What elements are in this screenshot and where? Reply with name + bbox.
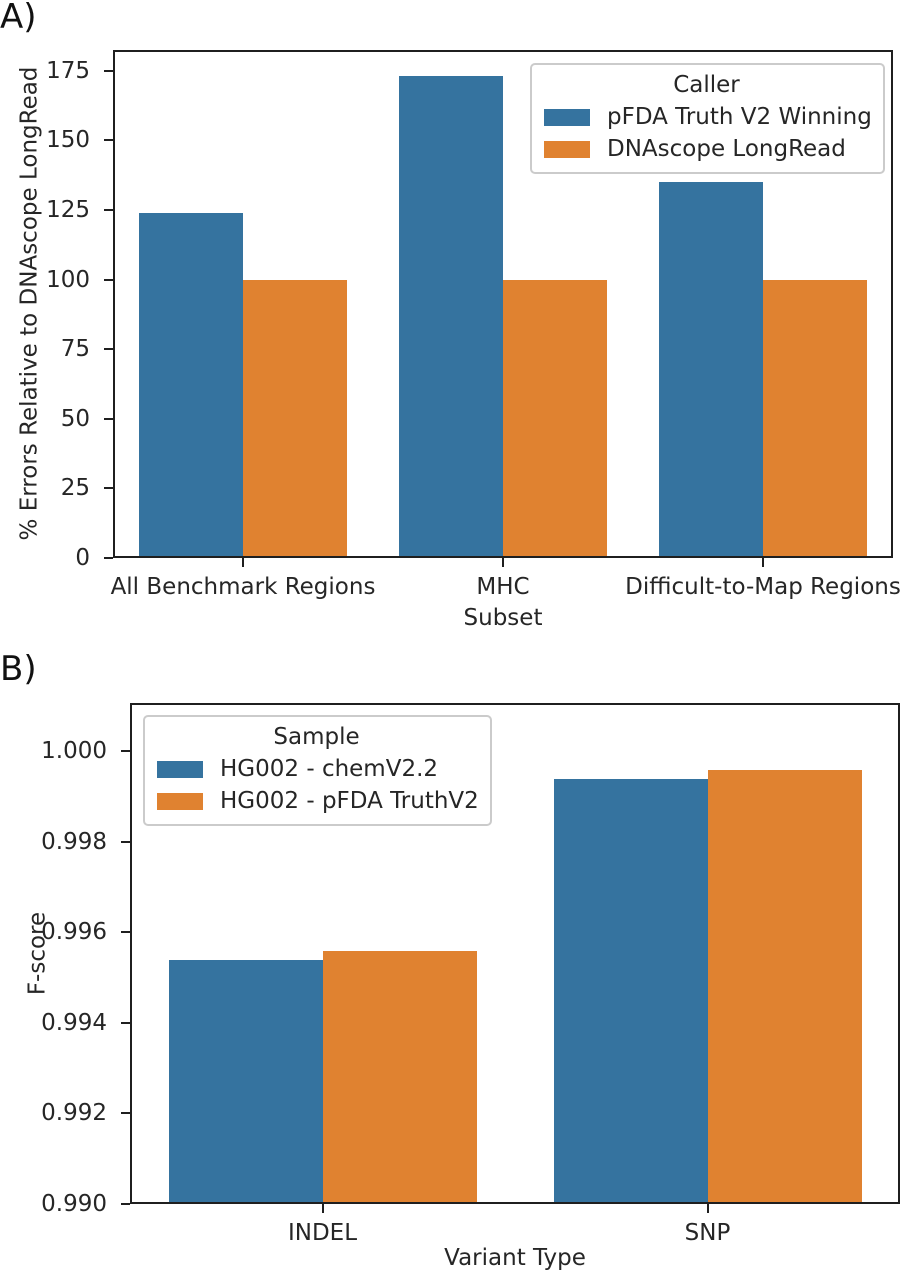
bar-indel-series1 [322,950,477,1202]
y-tick-mark [104,557,113,559]
legend-item-label: HG002 - chemV2.2 [220,755,439,782]
y-tick-label: 0.994 [41,1009,107,1036]
legend-item-label: pFDA Truth V2 Winning [607,103,872,130]
y-tick-label: 25 [60,475,90,502]
category-label: INDEL [287,1220,358,1246]
category-label: All Benchmark Regions [110,574,376,600]
y-tick-mark [104,348,113,351]
bar-mhc-series0 [399,76,503,556]
bar-difficult-to-map-regions-series1 [763,279,867,556]
y-tick-label: 0.996 [41,919,107,946]
y-tick-mark [104,278,113,281]
legend-row: HG002 - chemV2.2 [157,753,476,785]
y-tick-label: 75 [60,336,90,363]
y-axis-label: F-score [24,911,51,995]
legend-row: pFDA Truth V2 Winning [544,101,872,133]
legend-swatch [157,760,203,778]
y-tick-mark [104,417,113,420]
x-tick-mark [242,558,244,567]
x-axis-label: Subset [463,605,543,631]
bar-difficult-to-map-regions-series0 [659,182,763,556]
plot-area-B [130,703,900,1204]
y-tick-label: 175 [46,57,90,84]
y-tick-label: 1.000 [41,738,107,765]
bar-all-benchmark-regions-series1 [243,279,347,556]
y-tick-mark [104,139,113,142]
x-axis-label: Variant Type [444,1245,586,1271]
y-tick-mark [104,69,113,72]
bar-mhc-series1 [503,279,607,556]
x-tick-mark [321,1204,324,1213]
y-tick-label: 0.998 [41,828,107,855]
y-tick-mark [121,1203,130,1205]
legend-B: Sample HG002 - chemV2.2 HG002 - pFDA Truth… [143,715,492,826]
y-tick-label: 0.992 [41,1100,107,1127]
legend-A: Caller pFDA Truth V2 Winning DNAscope Long… [530,63,885,174]
y-tick-mark [121,750,130,753]
y-tick-mark [121,1112,130,1115]
y-tick-label: 125 [46,197,90,224]
x-tick-mark [706,1204,709,1213]
category-label: SNP [684,1220,731,1246]
legend-swatch [544,108,590,126]
x-tick-mark [762,558,764,567]
legend-row: DNAscope LongRead [544,133,869,165]
panel-b-label: B) [0,649,37,689]
plot-area-A [113,50,893,558]
y-tick-label: 50 [60,405,90,432]
bar-indel-series0 [168,959,323,1202]
legend-swatch [544,140,590,158]
y-tick-mark [121,840,130,843]
y-tick-mark [104,209,113,212]
legend-item-label: HG002 - pFDA TruthV2 [220,787,479,814]
category-label: Difficult-to-Map Regions [625,574,901,600]
panel-a-label: A) [0,0,37,37]
y-tick-mark [121,931,130,934]
category-label: MHC [476,574,530,600]
y-tick-label: 150 [46,127,90,154]
legend-swatch [157,792,203,810]
y-tick-label: 100 [46,266,90,293]
y-tick-mark [104,487,113,490]
x-tick-mark [502,558,504,567]
y-tick-mark [121,1021,130,1024]
bar-snp-series1 [707,769,862,1202]
y-tick-label: 0 [75,545,90,571]
bar-snp-series0 [553,778,708,1202]
y-axis-label: % Errors Relative to DNAscope LongRead [16,66,43,541]
legend-row: HG002 - pFDA TruthV2 [157,785,479,817]
y-tick-label: 0.990 [41,1191,107,1217]
legend-title: Sample [273,724,360,750]
legend-title: Caller [673,72,740,98]
bar-all-benchmark-regions-series0 [139,212,243,556]
legend-item-label: DNAscope LongRead [607,135,846,162]
